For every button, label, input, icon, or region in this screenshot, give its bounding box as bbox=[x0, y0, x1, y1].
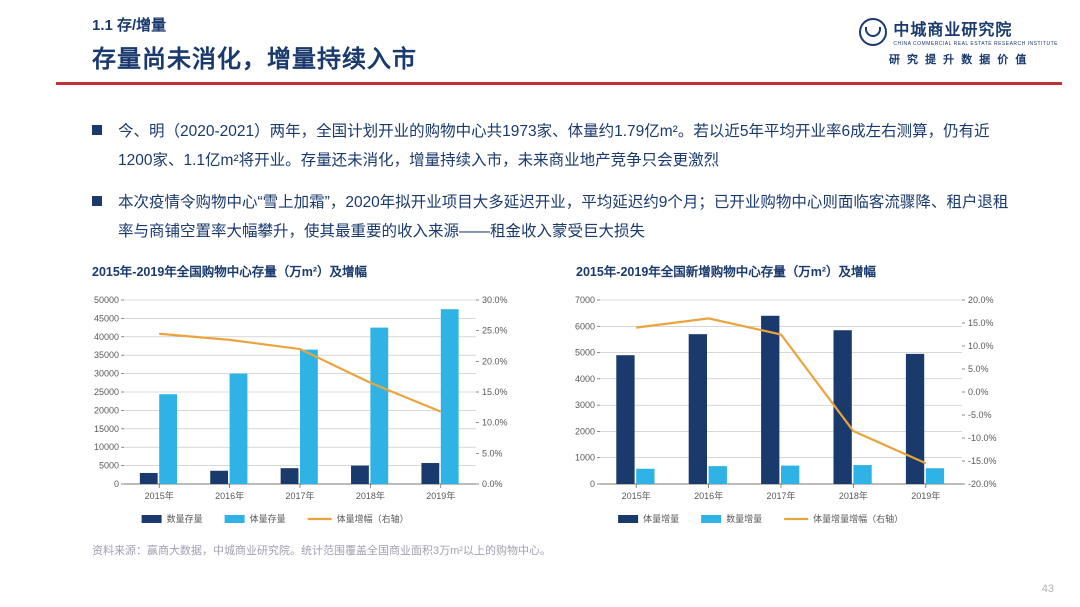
svg-text:15000: 15000 bbox=[94, 423, 119, 433]
svg-text:体量增量增幅（右轴）: 体量增量增幅（右轴） bbox=[813, 513, 903, 524]
svg-text:5.0%: 5.0% bbox=[968, 364, 989, 374]
svg-text:6000: 6000 bbox=[575, 321, 595, 331]
svg-text:20.0%: 20.0% bbox=[482, 356, 508, 366]
svg-text:5.0%: 5.0% bbox=[482, 448, 503, 458]
svg-text:-10.0%: -10.0% bbox=[968, 433, 997, 443]
logo-slogan: 研 究 提 升 数 据 价 值 bbox=[889, 51, 1028, 67]
logo-eng: CHINA COMMERCIAL REAL ESTATE RESEARCH IN… bbox=[893, 41, 1058, 47]
svg-text:50000: 50000 bbox=[94, 295, 119, 305]
bullet-icon bbox=[92, 125, 102, 135]
charts-container: 2015年-2019年全国购物中心存量（万m²）及增幅 050001000015… bbox=[0, 261, 1080, 534]
svg-text:1000: 1000 bbox=[575, 452, 595, 462]
svg-text:15.0%: 15.0% bbox=[482, 387, 508, 397]
chart-title: 2015年-2019年全国新增购物中心存量（万m²）及增幅 bbox=[556, 261, 1030, 280]
svg-text:2016年: 2016年 bbox=[215, 490, 244, 501]
svg-text:20000: 20000 bbox=[94, 405, 119, 415]
chart-title: 2015年-2019年全国购物中心存量（万m²）及增幅 bbox=[72, 261, 546, 280]
svg-text:2018年: 2018年 bbox=[839, 490, 868, 501]
bullet-text: 今、明（2020-2021）两年，全国计划开业的购物中心共1973家、体量约1.… bbox=[118, 118, 1016, 175]
list-item: 今、明（2020-2021）两年，全国计划开业的购物中心共1973家、体量约1.… bbox=[92, 118, 1016, 175]
svg-text:10000: 10000 bbox=[94, 442, 119, 452]
svg-text:2019年: 2019年 bbox=[426, 490, 455, 501]
svg-text:35000: 35000 bbox=[94, 350, 119, 360]
bullet-list: 今、明（2020-2021）两年，全国计划开业的购物中心共1973家、体量约1.… bbox=[0, 94, 1080, 247]
svg-text:-20.0%: -20.0% bbox=[968, 479, 997, 489]
svg-text:2016年: 2016年 bbox=[694, 490, 723, 501]
svg-text:2015年: 2015年 bbox=[145, 490, 174, 501]
svg-text:30000: 30000 bbox=[94, 368, 119, 378]
svg-text:10.0%: 10.0% bbox=[968, 341, 994, 351]
bullet-text: 本次疫情令购物中心“雪上加霜”，2020年拟开业项目大多延迟开业，平均延迟约9个… bbox=[118, 189, 1016, 246]
svg-text:体量增量: 体量增量 bbox=[643, 513, 679, 524]
svg-text:体量增幅（右轴）: 体量增幅（右轴） bbox=[337, 513, 409, 524]
svg-text:20.0%: 20.0% bbox=[968, 295, 994, 305]
svg-text:0.0%: 0.0% bbox=[968, 387, 989, 397]
svg-text:体量存量: 体量存量 bbox=[250, 513, 286, 524]
svg-text:数量增量: 数量增量 bbox=[726, 513, 762, 524]
svg-text:5000: 5000 bbox=[575, 347, 595, 357]
svg-text:2018年: 2018年 bbox=[356, 490, 385, 501]
svg-text:25.0%: 25.0% bbox=[482, 325, 508, 335]
svg-text:0: 0 bbox=[590, 479, 595, 489]
svg-text:7000: 7000 bbox=[575, 295, 595, 305]
svg-text:10.0%: 10.0% bbox=[482, 417, 508, 427]
data-source: 资料来源：赢商大数据，中城商业研究院。统计范围覆盖全国商业面积3万m²以上的购物… bbox=[0, 542, 1080, 558]
svg-text:-15.0%: -15.0% bbox=[968, 456, 997, 466]
svg-text:2017年: 2017年 bbox=[766, 490, 795, 501]
stock-chart: 0 5000 10000 15000 20000 25000 30000 35000 40000… bbox=[72, 286, 522, 534]
list-item: 本次疫情令购物中心“雪上加霜”，2020年拟开业项目大多延迟开业，平均延迟约9个… bbox=[92, 189, 1016, 246]
svg-text:2017年: 2017年 bbox=[285, 490, 314, 501]
svg-text:0: 0 bbox=[114, 479, 119, 489]
svg-text:5000: 5000 bbox=[99, 460, 119, 470]
svg-text:2019年: 2019年 bbox=[911, 490, 940, 501]
page-number: 43 bbox=[1042, 583, 1054, 595]
svg-text:0.0%: 0.0% bbox=[482, 479, 503, 489]
slide-header: 1.1 存/增量 存量尚未消化，增量持续入市 中城商业研究院 CHINA COM… bbox=[0, 0, 1080, 94]
right-chart-block: 2015年-2019年全国新增购物中心存量（万m²）及增幅 0 1000 2000 3… bbox=[556, 261, 1030, 534]
svg-text:4000: 4000 bbox=[575, 374, 595, 384]
svg-text:2000: 2000 bbox=[575, 426, 595, 436]
svg-text:15.0%: 15.0% bbox=[968, 318, 994, 328]
svg-text:3000: 3000 bbox=[575, 400, 595, 410]
left-chart-block: 2015年-2019年全国购物中心存量（万m²）及增幅 0 5000 10000 15… bbox=[72, 261, 546, 534]
logo-icon bbox=[859, 18, 887, 46]
svg-text:30.0%: 30.0% bbox=[482, 295, 508, 305]
svg-text:45000: 45000 bbox=[94, 313, 119, 323]
svg-text:25000: 25000 bbox=[94, 387, 119, 397]
header-divider bbox=[56, 82, 1062, 85]
increment-chart: 0 1000 2000 3000 4000 5000 6000 7000 -20.0% -15.0… bbox=[556, 286, 1012, 534]
svg-text:-5.0%: -5.0% bbox=[968, 410, 992, 420]
svg-text:2015年: 2015年 bbox=[622, 490, 651, 501]
logo-name: 中城商业研究院 bbox=[893, 16, 1058, 40]
brand-logo: 中城商业研究院 CHINA COMMERCIAL REAL ESTATE RES… bbox=[859, 16, 1058, 67]
svg-text:数量存量: 数量存量 bbox=[167, 513, 203, 524]
svg-text:40000: 40000 bbox=[94, 331, 119, 341]
bullet-icon bbox=[92, 196, 102, 206]
